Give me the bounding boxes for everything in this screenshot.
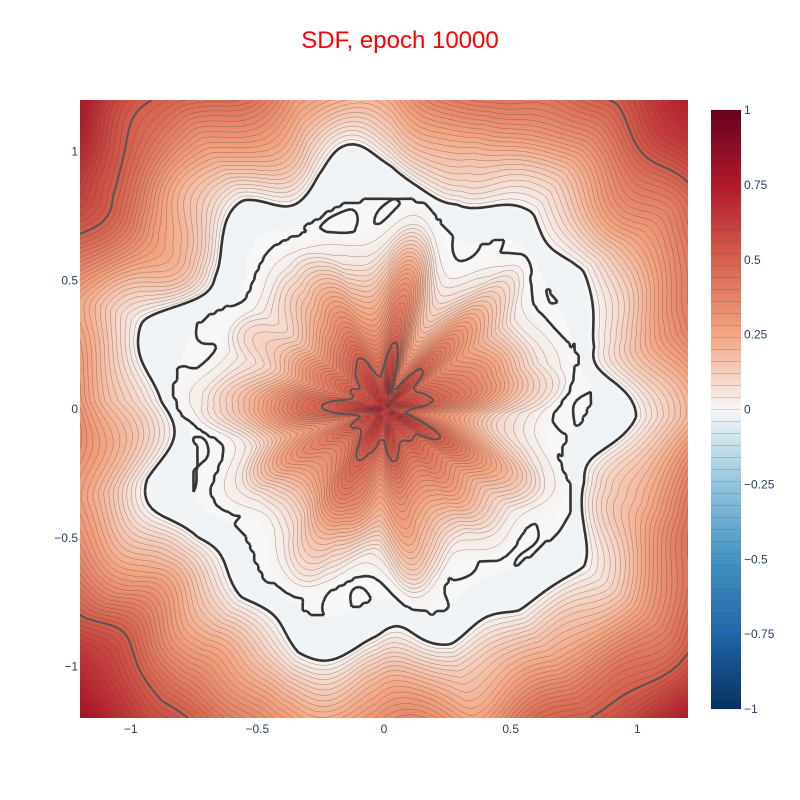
contour-line [129, 134, 647, 671]
contour-line [89, 100, 688, 713]
plot-area [80, 100, 688, 718]
contour-line [80, 100, 688, 718]
contour-line [80, 100, 688, 718]
colorbar-tick-label: −1 [744, 702, 758, 716]
contour-line [80, 100, 688, 718]
contour-line [80, 100, 688, 718]
colorbar-tick-label: 0 [744, 403, 751, 417]
colorbar-tick-label: −0.75 [744, 627, 775, 641]
contour-line [124, 130, 652, 675]
contour-line [80, 100, 688, 718]
contour-line [80, 100, 688, 718]
chart-title: SDF, epoch 10000 [301, 27, 498, 54]
contour-line [80, 100, 688, 718]
colorbar-tick-label: 0.25 [744, 328, 768, 342]
y-axis: 1 0.5 0 −0.5 −1 [54, 145, 78, 674]
contour-line [80, 100, 688, 718]
y-tick-label: 0 [71, 402, 78, 416]
contour-line [80, 100, 688, 718]
contour-line [83, 100, 688, 718]
colorbar-ticks: 1 0.75 0.5 0.25 0 −0.25 −0.5 −0.75 −1 [744, 103, 775, 716]
contour-line [80, 100, 688, 718]
x-tick-label: −0.5 [245, 722, 269, 736]
contour-line [80, 100, 688, 718]
contour-line [80, 100, 688, 718]
contour-line [80, 100, 97, 718]
colorbar-tick-label: −0.5 [744, 552, 768, 566]
contour-line [133, 139, 642, 666]
colorbar-tick-label: 0.5 [744, 253, 761, 267]
contour-line [80, 100, 688, 718]
contour-line [94, 102, 687, 707]
contour-line [80, 706, 90, 718]
y-tick-label: 0.5 [61, 273, 78, 287]
y-tick-label: −0.5 [54, 531, 78, 545]
contour-line [80, 100, 688, 718]
contour-line [99, 107, 681, 702]
colorbar-gradient [711, 110, 741, 709]
contour-line [80, 714, 83, 718]
colorbar-level-lines [711, 109, 741, 710]
colorbar-tick-label: 1 [744, 103, 751, 117]
colorbar-tick-label: 0.75 [744, 178, 768, 192]
contour-line [80, 100, 688, 718]
contour-line [120, 125, 658, 680]
contour-lines [80, 100, 688, 718]
contour-line [80, 100, 688, 718]
contour-line [80, 100, 688, 718]
contour-line [105, 112, 676, 696]
contour-line [80, 100, 688, 718]
contour-line [80, 100, 688, 718]
colorbar: 1 0.75 0.5 0.25 0 −0.25 −0.5 −0.75 −1 [711, 103, 775, 716]
contour-line [80, 100, 688, 718]
contour-line [80, 100, 688, 718]
y-tick-label: −1 [64, 660, 78, 674]
contour-line [80, 100, 688, 718]
x-tick-label: −1 [124, 722, 138, 736]
zero-level-contour [136, 143, 638, 662]
x-axis: −1 −0.5 0 0.5 1 [124, 722, 641, 736]
x-tick-label: 0.5 [502, 722, 519, 736]
contour-line [110, 116, 670, 691]
contour-line [80, 100, 688, 718]
contour-line [80, 100, 688, 718]
contour-line [115, 121, 664, 685]
x-tick-label: 0 [381, 722, 388, 736]
colorbar-tick-label: −0.25 [744, 477, 775, 491]
y-tick-label: 1 [71, 145, 78, 159]
contour-line [80, 100, 688, 718]
x-tick-label: 1 [634, 722, 641, 736]
